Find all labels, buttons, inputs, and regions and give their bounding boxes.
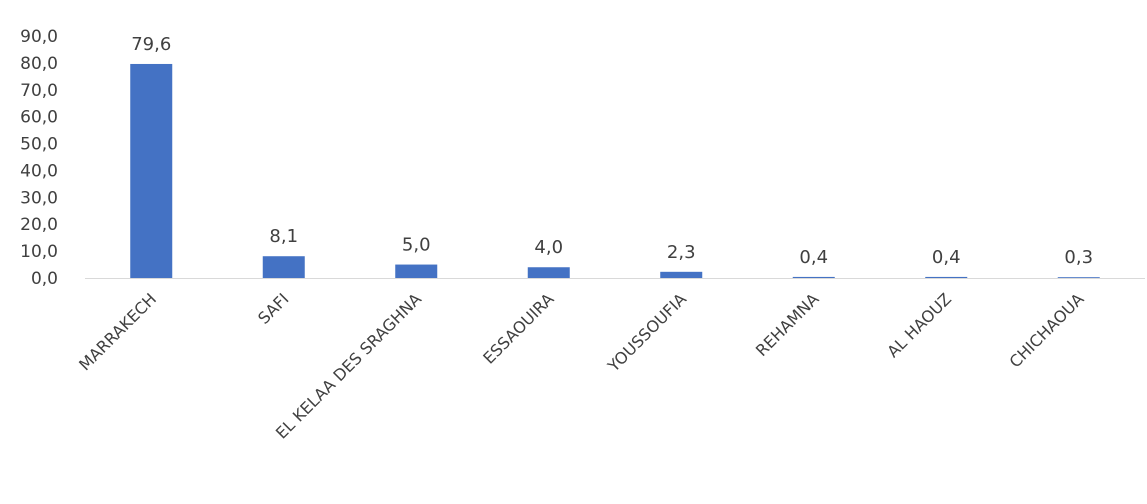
data-label: 4,0 bbox=[534, 237, 563, 258]
y-tick-label: 60,0 bbox=[20, 108, 58, 128]
data-label: 79,6 bbox=[131, 34, 171, 55]
y-tick-label: 50,0 bbox=[20, 135, 58, 155]
bar bbox=[925, 276, 968, 278]
data-label: 8,1 bbox=[269, 226, 298, 247]
bar bbox=[1057, 277, 1100, 278]
bar bbox=[262, 256, 305, 278]
y-tick-label: 0,0 bbox=[31, 269, 58, 289]
bar bbox=[660, 271, 703, 278]
x-tick-label: ESSAOUIRA bbox=[479, 289, 557, 367]
data-label: 0,3 bbox=[1064, 247, 1093, 268]
y-tick-label: 10,0 bbox=[20, 242, 58, 262]
y-tick-label: 70,0 bbox=[20, 81, 58, 101]
y-axis: 0,0 10,0 20,0 30,0 40,0 50,0 60,0 70,0 80,0 90,0 bbox=[20, 27, 58, 289]
bar bbox=[792, 276, 835, 278]
x-tick-label: YOUSSOUFIA bbox=[603, 289, 690, 376]
bar bbox=[527, 267, 570, 278]
y-tick-label: 90,0 bbox=[20, 27, 58, 47]
y-tick-label: 20,0 bbox=[20, 215, 58, 235]
x-tick-label: SAFI bbox=[254, 289, 292, 327]
bar bbox=[130, 63, 173, 278]
y-tick-label: 40,0 bbox=[20, 161, 58, 181]
y-tick-label: 80,0 bbox=[20, 54, 58, 74]
x-tick-label: REHAMNA bbox=[752, 289, 823, 360]
x-tick-label: MARRAKECH bbox=[75, 289, 160, 374]
data-labels: 79,6 8,1 5,0 4,0 2,3 0,4 0,4 0,3 bbox=[131, 34, 1093, 268]
bars bbox=[130, 63, 1100, 278]
data-label: 5,0 bbox=[402, 235, 431, 256]
x-tick-label: AL HAOUZ bbox=[883, 289, 955, 361]
data-label: 0,4 bbox=[932, 247, 961, 268]
bar bbox=[395, 264, 438, 278]
x-tick-label: EL KELAA DES SRAGHNA bbox=[272, 289, 425, 442]
y-tick-label: 30,0 bbox=[20, 188, 58, 208]
data-label: 0,4 bbox=[799, 247, 828, 268]
data-label: 2,3 bbox=[667, 242, 696, 263]
x-tick-label: CHICHAOUA bbox=[1006, 289, 1088, 371]
